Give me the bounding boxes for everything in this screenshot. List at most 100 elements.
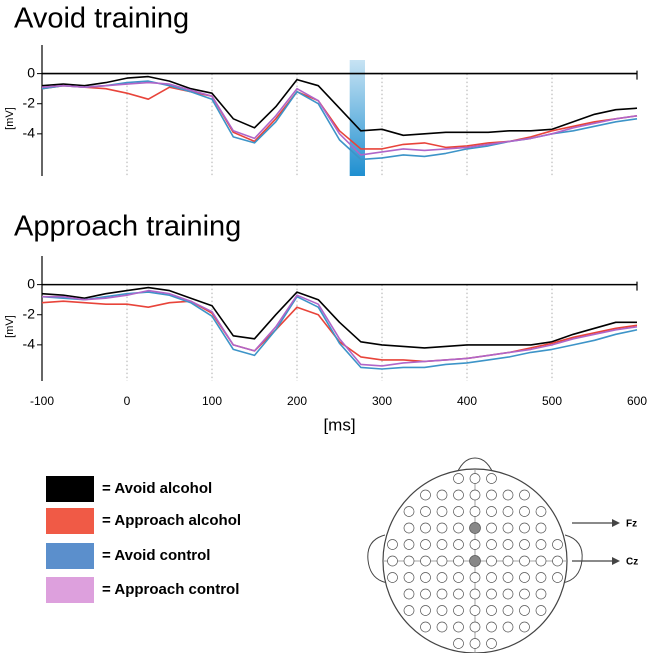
electrode [436, 572, 448, 583]
electrode [486, 506, 497, 517]
legend-swatch [46, 508, 94, 534]
electrode [403, 539, 415, 550]
electrode [453, 539, 464, 550]
electrode [453, 555, 464, 567]
series-line [41, 300, 638, 363]
electrode [535, 506, 547, 517]
x-tick-label: 400 [457, 394, 477, 408]
electrode [502, 605, 514, 616]
electrode [535, 605, 547, 616]
electrode [469, 489, 481, 501]
electrode [486, 539, 497, 550]
electrode [486, 489, 497, 501]
electrode [436, 522, 448, 534]
arrow-head [612, 519, 620, 527]
electrode [486, 638, 497, 649]
legend-label: = Approach control [102, 581, 239, 598]
electrode [519, 572, 530, 583]
electrode-label: Cz [626, 557, 638, 568]
electrode [469, 539, 481, 550]
chart-title: Avoid training [14, 3, 189, 35]
y-tick-label: -2 [23, 305, 36, 321]
series-line [42, 289, 638, 367]
electrode [420, 605, 431, 616]
electrode [453, 473, 464, 484]
electrode [519, 506, 530, 517]
electrode [436, 506, 448, 517]
electrode [552, 555, 563, 567]
electrode-label: Fz [626, 519, 637, 530]
electrode [403, 555, 415, 567]
electrode [535, 588, 547, 600]
electrode [486, 572, 497, 583]
electrode [387, 572, 398, 583]
electrode [502, 522, 514, 534]
electrode [403, 506, 415, 517]
electrode [519, 539, 530, 550]
electrode [552, 572, 563, 583]
electrode [502, 588, 514, 600]
series-line [41, 84, 638, 150]
electrode [502, 555, 514, 567]
chart-title: Approach training [14, 211, 241, 243]
series-line [41, 75, 638, 137]
electrode [420, 539, 431, 550]
electrode [420, 506, 431, 517]
electrode [420, 489, 431, 501]
electrode [486, 621, 497, 633]
electrode [552, 539, 563, 550]
x-tick-label: 600 [627, 394, 647, 408]
x-tick-label: 200 [287, 394, 307, 408]
electrode [486, 473, 497, 484]
electrode [519, 605, 530, 616]
electrode [420, 621, 431, 633]
electrode [469, 605, 481, 616]
electrode [519, 489, 530, 501]
electrode [453, 506, 464, 517]
electrode-map: Fz Cz [367, 457, 638, 653]
electrode [453, 588, 464, 600]
electrode [403, 522, 415, 534]
x-axis-label: [ms] [323, 415, 355, 434]
electrode [436, 555, 448, 567]
electrode [436, 539, 448, 550]
electrode [436, 588, 448, 600]
series-line [41, 286, 637, 349]
series-line [41, 81, 638, 156]
electrode [486, 522, 497, 534]
legend-label: = Avoid control [102, 547, 210, 564]
legend-swatch [46, 577, 94, 603]
electrode [486, 605, 497, 616]
electrode [469, 473, 481, 484]
electrode [502, 506, 514, 517]
legend-swatch [46, 476, 94, 502]
electrode [420, 572, 431, 583]
electrode [453, 605, 464, 616]
arrow-head [612, 557, 620, 565]
electrode [403, 605, 415, 616]
y-axis-label: [mV] [4, 107, 16, 130]
y-tick-label: -2 [23, 94, 36, 110]
electrode [519, 588, 530, 600]
y-tick-label: -4 [23, 125, 36, 141]
electrode [420, 588, 431, 600]
electrode [436, 605, 448, 616]
electrode [469, 588, 481, 600]
electrode [453, 572, 464, 583]
electrode [535, 539, 547, 550]
electrode [502, 489, 514, 501]
electrode [453, 522, 464, 534]
electrode [519, 621, 530, 633]
x-tick-label: 500 [542, 394, 562, 408]
y-tick-label: 0 [27, 64, 35, 80]
electrode [403, 588, 415, 600]
electrode [403, 572, 415, 583]
y-tick-label: -4 [23, 336, 36, 352]
electrode [453, 489, 464, 501]
x-tick-label: 300 [372, 394, 392, 408]
electrode [486, 588, 497, 600]
electrode [469, 572, 481, 583]
legend-label: = Avoid alcohol [102, 480, 212, 497]
electrode [502, 621, 514, 633]
